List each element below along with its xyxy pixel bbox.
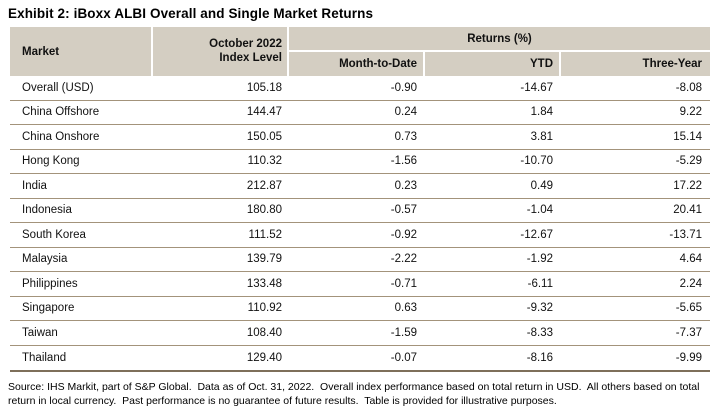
market-cell: Overall (USD) (22, 81, 94, 94)
mtd-cell: -1.59 (390, 326, 417, 339)
ytd-cell: -14.67 (520, 81, 553, 94)
table-row: China Offshore 144.47 0.24 1.84 9.22 (10, 101, 710, 125)
three-year-cell: -5.29 (675, 155, 702, 168)
table-row: Indonesia 180.80 -0.57 -1.04 20.41 (10, 199, 710, 223)
index-level-cell: 111.52 (248, 228, 282, 241)
index-level-cell: 133.48 (246, 277, 282, 290)
ytd-cell: 0.49 (530, 179, 553, 192)
market-cell: Hong Kong (22, 155, 80, 168)
three-year-cell: -8.08 (675, 81, 702, 94)
table-row: Overall (USD) 105.18 -0.90 -14.67 -8.08 (10, 76, 710, 101)
mtd-cell: -0.07 (390, 351, 417, 364)
mtd-cell: -1.56 (390, 155, 417, 168)
ytd-cell: -6.11 (527, 277, 553, 290)
three-year-cell: 4.64 (679, 253, 702, 266)
index-level-cell: 108.40 (246, 326, 282, 339)
table-row: Hong Kong 110.32 -1.56 -10.70 -5.29 (10, 150, 710, 174)
market-cell: Singapore (22, 302, 75, 315)
market-cell: India (22, 179, 47, 192)
three-year-cell: -9.99 (675, 351, 702, 364)
col-header-ytd: YTD (425, 52, 559, 76)
market-cell: China Onshore (22, 130, 100, 143)
col-header-index-level-line1: October 2022 (209, 37, 282, 50)
index-level-cell: 150.05 (246, 130, 282, 143)
market-cell: China Offshore (22, 106, 100, 119)
table-row: Singapore 110.92 0.63 -9.32 -5.65 (10, 297, 710, 321)
col-header-index-level: October 2022 Index Level (153, 27, 287, 76)
col-header-returns-group: Returns (%) (289, 27, 710, 50)
three-year-cell: 17.22 (673, 179, 702, 192)
table-header: Market October 2022 Index Level Returns … (10, 27, 710, 76)
mtd-cell: -2.22 (390, 253, 417, 266)
source-footnote: Source: IHS Markit, part of S&P Global. … (8, 381, 703, 407)
index-level-cell: 110.92 (247, 302, 282, 315)
table-row: Taiwan 108.40 -1.59 -8.33 -7.37 (10, 321, 710, 346)
mtd-cell: 0.24 (394, 106, 417, 119)
three-year-cell: 2.24 (679, 277, 702, 290)
table-row: South Korea 111.52 -0.92 -12.67 -13.71 (10, 223, 710, 248)
table-row: Philippines 133.48 -0.71 -6.11 2.24 (10, 272, 710, 297)
col-header-market: Market (10, 27, 151, 76)
col-header-returns-section: Returns (%) Month-to-Date YTD Three-Year (289, 27, 710, 76)
market-cell: Malaysia (22, 253, 68, 266)
mtd-cell: 0.63 (394, 302, 417, 315)
mtd-cell: -0.92 (390, 228, 417, 241)
mtd-cell: 0.23 (394, 179, 417, 192)
market-cell: South Korea (22, 228, 86, 241)
index-level-cell: 212.87 (246, 179, 282, 192)
col-header-index-level-line2: Index Level (219, 51, 282, 64)
ytd-cell: -8.16 (526, 351, 553, 364)
three-year-cell: 20.41 (673, 204, 702, 217)
index-level-cell: 180.80 (246, 204, 282, 217)
ytd-cell: -9.32 (526, 302, 553, 315)
ytd-cell: 1.84 (530, 106, 553, 119)
col-header-three-year: Three-Year (561, 52, 710, 76)
mtd-cell: -0.71 (390, 277, 417, 290)
col-header-returns-subrow: Month-to-Date YTD Three-Year (289, 52, 710, 76)
col-header-month-to-date: Month-to-Date (289, 52, 423, 76)
ytd-cell: -1.92 (526, 253, 553, 266)
mtd-cell: 0.73 (394, 130, 417, 143)
index-level-cell: 144.47 (246, 106, 282, 119)
ytd-cell: -1.04 (526, 204, 553, 217)
three-year-cell: 9.22 (679, 106, 702, 119)
ytd-cell: 3.81 (530, 130, 553, 143)
mtd-cell: -0.90 (390, 81, 417, 94)
market-cell: Indonesia (22, 204, 72, 217)
exhibit-title: Exhibit 2: iBoxx ALBI Overall and Single… (8, 6, 374, 21)
ytd-cell: -12.67 (520, 228, 553, 241)
index-level-cell: 129.40 (246, 351, 282, 364)
table-row: China Onshore 150.05 0.73 3.81 15.14 (10, 125, 710, 150)
ytd-cell: -10.70 (520, 155, 553, 168)
returns-table: Market October 2022 Index Level Returns … (10, 27, 710, 372)
table-row: Malaysia 139.79 -2.22 -1.92 4.64 (10, 248, 710, 272)
mtd-cell: -0.57 (390, 204, 417, 217)
market-cell: Thailand (22, 351, 67, 364)
table-row: India 212.87 0.23 0.49 17.22 (10, 174, 710, 199)
index-level-cell: 105.18 (246, 81, 282, 94)
ytd-cell: -8.33 (526, 326, 553, 339)
three-year-cell: 15.14 (673, 130, 702, 143)
index-level-cell: 110.32 (247, 155, 282, 168)
three-year-cell: -13.71 (669, 228, 702, 241)
table-body: Overall (USD) 105.18 -0.90 -14.67 -8.08 … (10, 76, 710, 370)
market-cell: Taiwan (22, 326, 58, 339)
index-level-cell: 139.79 (246, 253, 282, 266)
table-row: Thailand 129.40 -0.07 -8.16 -9.99 (10, 346, 710, 371)
three-year-cell: -5.65 (675, 302, 702, 315)
market-cell: Philippines (22, 277, 78, 290)
three-year-cell: -7.37 (675, 326, 702, 339)
